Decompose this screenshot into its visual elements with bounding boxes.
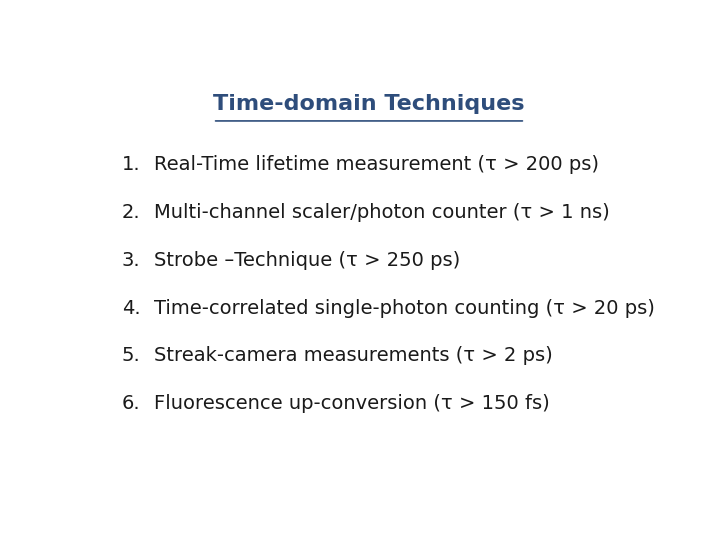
Text: 4.: 4. xyxy=(122,299,140,318)
Text: Time-correlated single-photon counting (τ > 20 ps): Time-correlated single-photon counting (… xyxy=(154,299,655,318)
Text: 5.: 5. xyxy=(122,346,140,366)
Text: 2.: 2. xyxy=(122,203,140,222)
Text: 6.: 6. xyxy=(122,394,140,413)
Text: Time-domain Techniques: Time-domain Techniques xyxy=(213,94,525,114)
Text: Fluorescence up-conversion (τ > 150 fs): Fluorescence up-conversion (τ > 150 fs) xyxy=(154,394,550,413)
Text: Real-Time lifetime measurement (τ > 200 ps): Real-Time lifetime measurement (τ > 200 … xyxy=(154,155,599,174)
Text: 1.: 1. xyxy=(122,155,140,174)
Text: 3.: 3. xyxy=(122,251,140,269)
Text: Strobe –Technique (τ > 250 ps): Strobe –Technique (τ > 250 ps) xyxy=(154,251,460,269)
Text: Multi-channel scaler/photon counter (τ > 1 ns): Multi-channel scaler/photon counter (τ >… xyxy=(154,203,610,222)
Text: Streak-camera measurements (τ > 2 ps): Streak-camera measurements (τ > 2 ps) xyxy=(154,346,553,366)
